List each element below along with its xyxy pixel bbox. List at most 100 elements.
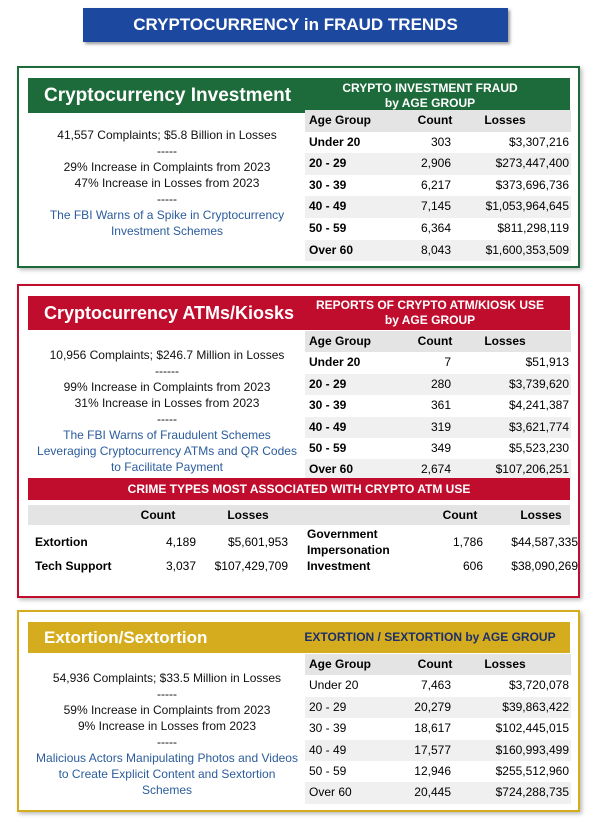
table-row: 40 - 49 7,145 $1,053,964,645 (305, 196, 571, 218)
summary-note: The FBI Warns of Fraudulent Schemes Leve… (37, 428, 297, 474)
table-row: Under 20 303 $3,307,216 (305, 131, 571, 154)
table-cell: 319 (430, 419, 451, 434)
table-header-cell: Count (417, 334, 453, 348)
panel: Extortion/Sextortion EXTORTION / SEXTORTI… (17, 610, 580, 812)
crime-cell: 1,786 (452, 535, 483, 549)
table-row: 20 - 29 280 $3,739,620 (305, 373, 571, 396)
table-cell: Over 60 (309, 785, 352, 800)
table-row: 40 - 49 319 $3,621,774 (305, 416, 571, 438)
crime-cell: $44,587,335 (511, 535, 578, 549)
table-cell: $3,307,216 (508, 134, 569, 149)
table-cell: $107,206,251 (495, 462, 569, 477)
table-row: 30 - 39 361 $4,241,387 (305, 395, 571, 417)
table-header-row: Age Group Count Losses (305, 110, 571, 132)
table-header-cell: Count (417, 657, 453, 671)
table-cell: 30 - 39 (309, 177, 347, 192)
crime-cell: $38,090,269 (511, 559, 578, 573)
table-cell: 20 - 29 (309, 376, 347, 391)
table-header-cell: Age Group (309, 113, 371, 127)
table-row: Over 60 2,674 $107,206,251 (305, 459, 571, 481)
table-cell: 303 (430, 134, 451, 149)
table-title-line: REPORTS OF CRYPTO ATM/KIOSK USE (315, 298, 545, 312)
table-cell: 20,445 (414, 785, 451, 800)
table-row: 50 - 59 12,946 $255,512,960 (305, 761, 571, 783)
table-cell: 40 - 49 (309, 419, 347, 434)
crime-cell: Extortion (35, 535, 88, 549)
title-bar: CRYPTOCURRENCY in FRAUD TRENDS (83, 8, 508, 42)
table-cell: $811,298,119 (497, 221, 569, 235)
crime-header-cell: Losses (520, 508, 562, 522)
table-cell: 50 - 59 (309, 764, 347, 778)
table-cell: 280 (430, 376, 451, 391)
table-cell: $39,863,422 (502, 699, 569, 714)
table-cell: 8,043 (420, 242, 451, 257)
table-header-cell: Count (417, 113, 453, 127)
table-title-line: CRYPTO INVESTMENT FRAUD (342, 80, 518, 95)
panel: Cryptocurrency Investment CRYPTO INVESTME… (17, 66, 580, 268)
panel-heading: Cryptocurrency ATMs/Kiosks (44, 303, 295, 323)
table-cell: 30 - 39 (309, 398, 347, 413)
table-cell: 20 - 29 (309, 156, 347, 171)
table-title: EXTORTION / SEXTORTION by AGE GROUP (290, 622, 570, 653)
panel-heading: Cryptocurrency Investment (44, 85, 292, 106)
table-cell: $160,993,499 (495, 742, 569, 757)
table-row: Under 20 7 $51,913 (305, 352, 571, 374)
table-cell: 40 - 49 (309, 199, 347, 214)
table-cell: $724,288,735 (495, 785, 569, 800)
table-cell: 20,279 (414, 699, 451, 714)
table-row: Over 60 8,043 $1,600,353,509 (305, 239, 571, 262)
table-row: 40 - 49 17,577 $160,993,499 (305, 739, 571, 761)
table-header-cell: Age Group (309, 334, 371, 348)
table-cell: $5,523,230 (508, 441, 569, 455)
table-header-cell: Losses (484, 334, 526, 348)
table-cell: $3,739,620 (508, 376, 569, 391)
crime-cell: $107,429,709 (214, 559, 288, 573)
table-cell: $3,720,078 (508, 678, 569, 693)
table-header-cell: Losses (484, 113, 526, 127)
crime-header-cell: Losses (227, 508, 269, 522)
summary-note: The FBI Warns of a Spike in Cryptocurren… (49, 208, 285, 238)
table-cell: Over 60 (309, 242, 354, 257)
table-cell: $51,913 (525, 355, 569, 370)
crime-cell: 3,037 (165, 559, 196, 573)
table-cell: 7 (444, 355, 451, 370)
panel-header: Extortion/Sextortion EXTORTION / SEXTORTI… (28, 622, 570, 653)
crime-cell: Tech Support (35, 559, 112, 573)
table-cell: $1,053,964,645 (485, 199, 569, 214)
table-cell: 18,617 (414, 721, 451, 736)
crime-header-cell: Count (442, 508, 478, 522)
table-header-cell: Losses (484, 657, 526, 671)
crime-cell: Government Impersonation (307, 527, 390, 557)
table-cell: 50 - 59 (309, 441, 347, 455)
summary-line: 47% Increase in Losses from 2023 (74, 176, 260, 190)
table-cell: $102,445,015 (495, 721, 569, 736)
table-header-cell: Age Group (309, 657, 371, 671)
table-cell: $4,241,387 (508, 398, 569, 413)
table-row: 20 - 29 20,279 $39,863,422 (305, 696, 571, 719)
crime-header-cell: Count (140, 508, 176, 522)
table-cell: $255,512,960 (495, 764, 569, 778)
summary-line: 99% Increase in Complaints from 2023 (63, 380, 271, 394)
summary-line: 59% Increase in Complaints from 2023 (63, 703, 271, 717)
table-cell: 7,145 (420, 199, 451, 214)
crime-row: Tech Support 3,037 $107,429,709 Investment 6… (28, 554, 578, 578)
table-row: 50 - 59 6,364 $811,298,119 (305, 218, 571, 240)
summary-line: ----- (157, 144, 177, 158)
crime-cell: $5,601,953 (227, 535, 288, 549)
table-row: 30 - 39 6,217 $373,696,736 (305, 174, 571, 197)
table-cell: $373,696,736 (495, 177, 569, 192)
summary-line: 29% Increase in Complaints from 2023 (63, 160, 271, 174)
crime-types-title: CRIME TYPES MOST ASSOCIATED WITH CRYPTO … (28, 478, 570, 500)
table-cell: $1,600,353,509 (485, 242, 569, 257)
table-title: CRYPTO INVESTMENT FRAUD by AGE GROUP (290, 78, 570, 113)
summary-line: ----- (157, 735, 177, 749)
table-row: 20 - 29 2,906 $273,447,400 (305, 153, 571, 175)
table-cell: 2,906 (420, 156, 451, 171)
crime-cell: Investment (307, 559, 371, 573)
table-cell: $3,621,774 (508, 419, 569, 434)
summary-line: ----- (157, 192, 177, 206)
summary-line: 54,936 Complaints; $33.5 Million in Loss… (52, 671, 282, 685)
table-row: 50 - 59 349 $5,523,230 (305, 438, 571, 460)
table-header-row: Age Group Count Losses (305, 331, 571, 353)
